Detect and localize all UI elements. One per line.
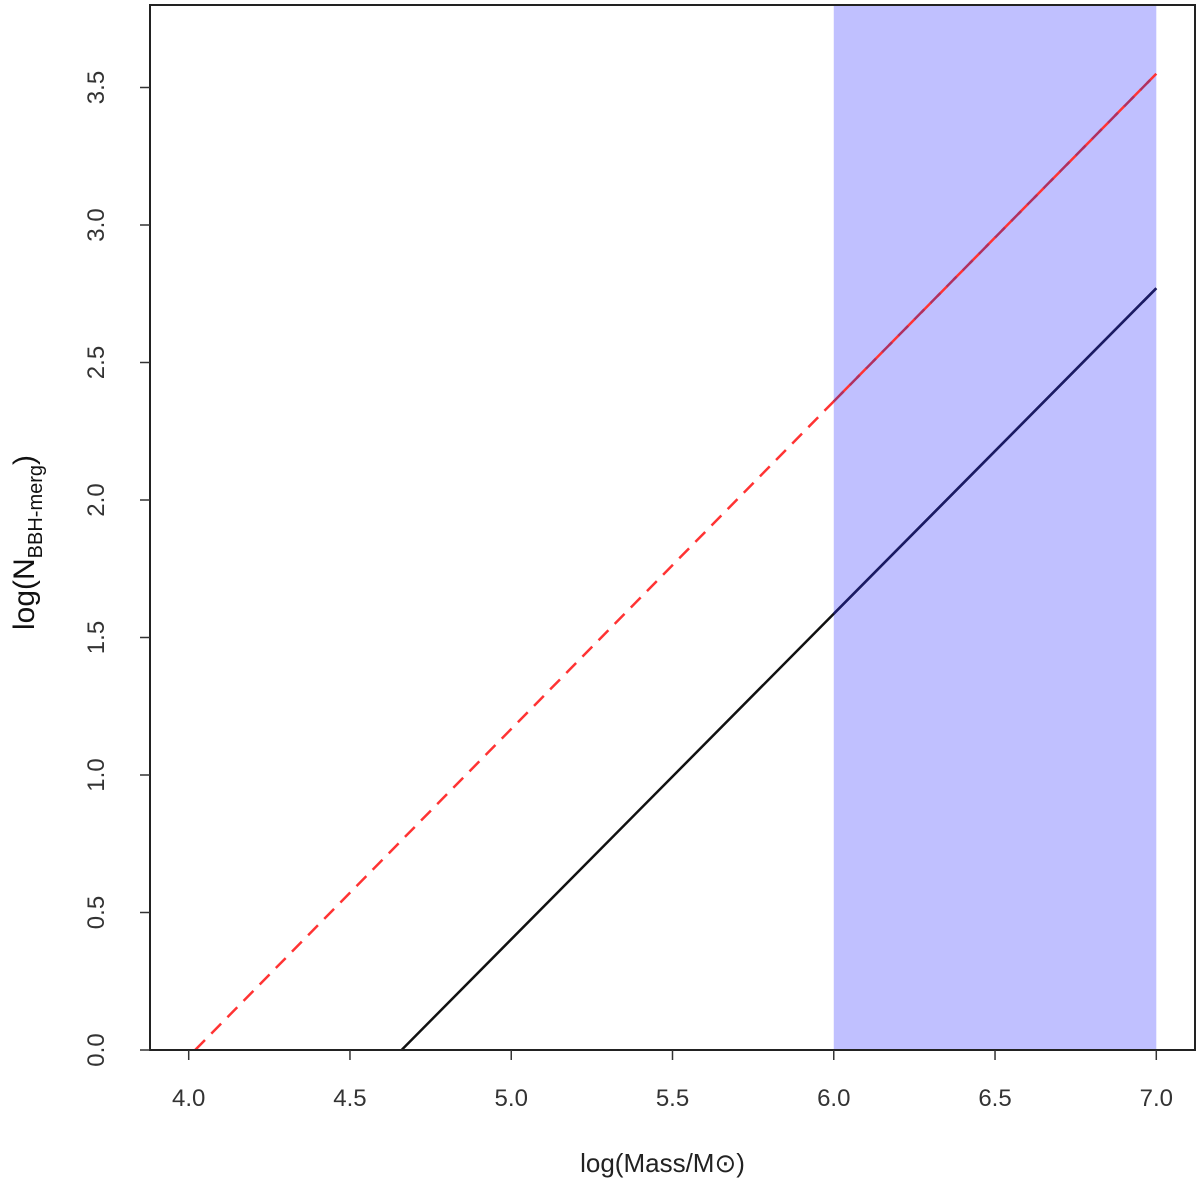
y-tick-label: 3.0 <box>83 208 110 241</box>
series-line-overlap <box>832 287 1158 615</box>
shaded-region <box>833 5 1157 1050</box>
y-tick-label: 1.5 <box>83 621 110 654</box>
y-axis-label-sub: BBH-merg <box>25 465 47 558</box>
x-tick-label: 5.0 <box>495 1085 528 1112</box>
x-tick-label: 4.5 <box>333 1085 366 1112</box>
y-axis-ticks: 0.0 0.5 1.0 1.5 2.0 2.5 3.0 3.5 <box>83 71 150 1067</box>
x-axis-label: log(Mass/M⊙) <box>580 1148 745 1178</box>
y-tick-label: 0.5 <box>83 896 110 929</box>
x-tick-label: 6.0 <box>817 1085 850 1112</box>
x-tick-label: 7.0 <box>1140 1085 1173 1112</box>
series-line-overlap <box>832 72 1158 403</box>
y-axis-label: log(NBBH-merg) <box>8 455 47 630</box>
y-tick-label: 3.5 <box>83 71 110 104</box>
y-tick-label: 2.0 <box>83 483 110 516</box>
y-tick-label: 1.0 <box>83 758 110 791</box>
x-tick-label: 4.0 <box>172 1085 205 1112</box>
y-tick-label: 0.0 <box>83 1033 110 1066</box>
series-layer <box>194 72 1158 1051</box>
y-axis-label-main: log(N <box>8 558 41 630</box>
x-tick-label: 6.5 <box>978 1085 1011 1112</box>
x-axis-ticks: 4.0 4.5 5.0 5.5 6.0 6.5 7.0 <box>172 1050 1173 1112</box>
y-axis-label-close: ) <box>8 455 41 465</box>
y-tick-label: 2.5 <box>83 346 110 379</box>
x-tick-label: 5.5 <box>656 1085 689 1112</box>
